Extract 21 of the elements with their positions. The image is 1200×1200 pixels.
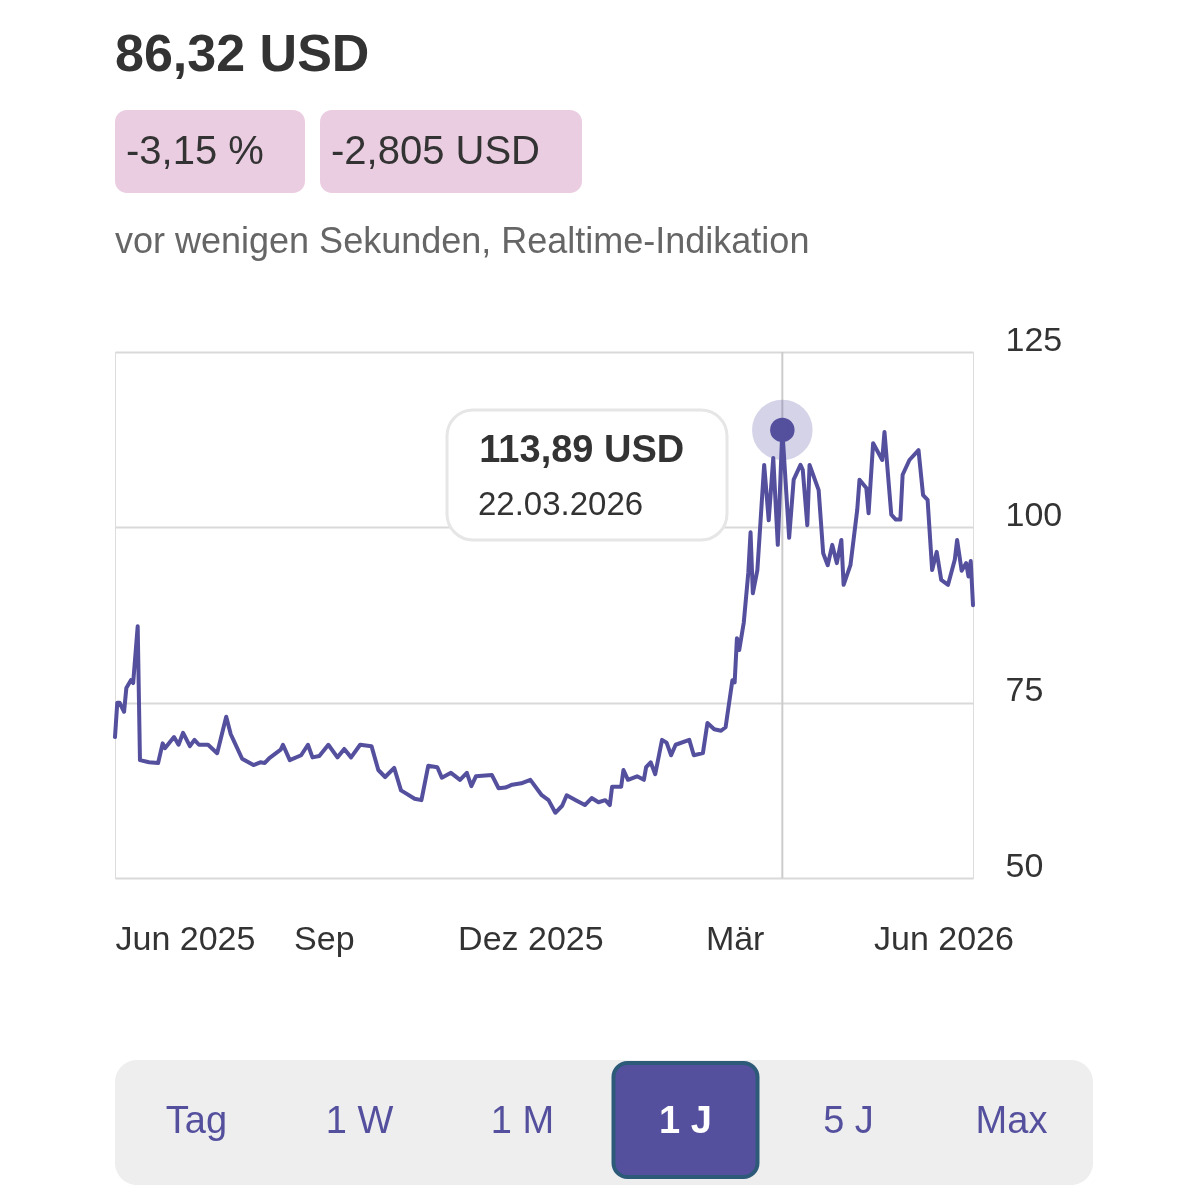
text: -3,15 % [126,128,264,172]
y-tick-label: 125 [1005,319,1063,358]
text: 1 W [325,1099,394,1141]
annotation: 113,89 USD [479,427,685,470]
x-tick-label: Jun 2026 [874,918,1014,957]
text: Max [975,1099,1048,1141]
annotation: 22.03.2026 [478,485,644,522]
text: 1 M [490,1099,555,1141]
text: 5 J [823,1099,874,1141]
text: -2,805 USD [331,128,540,172]
x-tick-label: Mär [705,918,765,957]
x-tick-label: Jun 2025 [115,918,256,957]
text: 1 J [659,1099,712,1141]
y-tick-label: 75 [1005,670,1044,709]
y-tick-label: 50 [1005,845,1044,884]
chart-subtitle: vor wenigen Sekunden, Realtime-Indikation [115,220,810,261]
x-tick-label: Dez 2025 [458,918,604,957]
chart-title: 86,32 USD [115,24,370,82]
y-tick-label: 100 [1005,494,1063,533]
text: Tag [165,1099,228,1141]
x-tick-label: Sep [294,918,355,957]
